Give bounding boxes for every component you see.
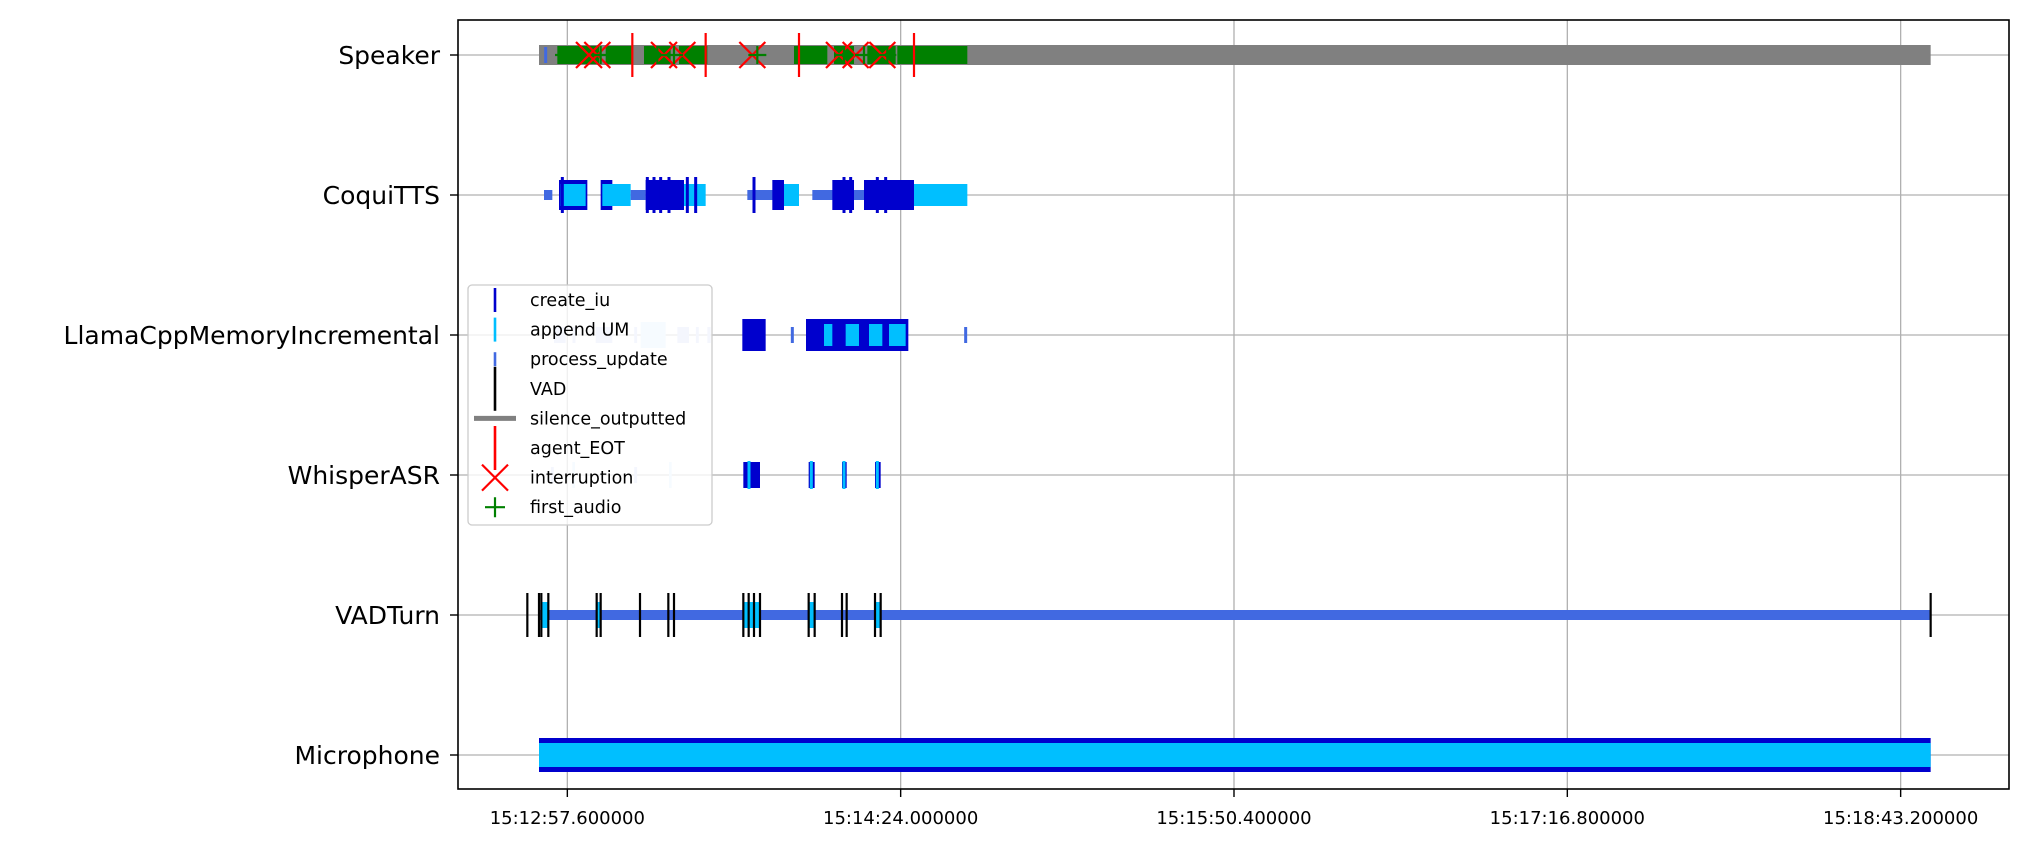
first-audio-mark <box>664 46 683 64</box>
y-tick-label: Microphone <box>294 741 440 770</box>
interval-bar <box>630 190 646 200</box>
y-tick-label: WhisperASR <box>288 461 440 490</box>
legend-label: silence_outputted <box>530 409 686 429</box>
interval-bar <box>812 190 914 200</box>
legend-label: append UM <box>530 321 629 341</box>
interruption-mark <box>575 41 603 69</box>
x-tick-label: 15:17:16.800000 <box>1490 808 1645 829</box>
interval-bar <box>845 324 859 346</box>
interval-bar <box>823 324 833 346</box>
interval-bar <box>539 45 1931 65</box>
interval-bar <box>541 602 549 628</box>
x-tick-label: 15:18:43.200000 <box>1823 808 1978 829</box>
interval-bar <box>767 45 778 65</box>
interval-bar <box>808 602 815 628</box>
first-audio-mark <box>748 46 767 64</box>
y-tick-label: Speaker <box>338 41 440 70</box>
x-axis-ticks: 15:12:57.600000 15:14:24.000000 15:15:50.4… <box>490 789 1978 829</box>
x-tick-label: 15:15:50.400000 <box>1156 808 1311 829</box>
first-audio-mark <box>555 46 573 64</box>
legend-label: VAD <box>530 380 566 400</box>
x-tick-label: 15:12:57.600000 <box>490 808 645 829</box>
interval-bar <box>783 184 799 206</box>
interval-bar <box>793 46 828 64</box>
interval-bar <box>742 319 766 351</box>
y-axis-ticks: Microphone VADTurn WhisperASR LlamaCppMemor… <box>64 41 458 770</box>
legend-label: agent_EOT <box>530 439 625 459</box>
interval-bar <box>543 190 553 200</box>
interval-bar <box>645 180 684 210</box>
interval-bar <box>605 46 633 64</box>
y-tick-label: VADTurn <box>335 601 440 630</box>
first-audio-mark <box>591 46 610 64</box>
first-audio-mark <box>878 46 897 64</box>
legend-marker <box>485 497 505 518</box>
interval-bar <box>888 324 906 346</box>
interval-bar <box>560 184 586 206</box>
interval-bar <box>596 602 601 628</box>
interval-bar <box>772 180 784 210</box>
interval-bar <box>747 190 784 200</box>
y-tick-label: LlamaCppMemoryIncremental <box>64 321 440 350</box>
legend-box <box>467 284 713 526</box>
legend-label: first_audio <box>530 498 621 518</box>
interval-bar <box>913 184 968 206</box>
interval-bar <box>874 602 881 628</box>
interval-bar <box>897 46 968 64</box>
legend-label: interruption <box>530 469 633 489</box>
interval-bar <box>539 610 1931 620</box>
first-audio-mark <box>648 46 667 64</box>
legend-label: create_iu <box>530 291 610 311</box>
legend-label: process_update <box>530 350 668 370</box>
interval-bar <box>743 602 760 628</box>
first-audio-mark <box>834 46 853 64</box>
interval-bar <box>557 46 599 64</box>
interval-bar <box>743 462 760 488</box>
x-tick-label: 15:14:24.000000 <box>823 808 978 829</box>
interval-bar <box>602 184 631 206</box>
legend-marker <box>481 463 509 492</box>
first-audio-mark <box>854 46 873 64</box>
y-tick-label: CoquiTTS <box>323 181 440 210</box>
interval-bar <box>539 743 1931 767</box>
interval-bar <box>863 180 914 210</box>
interval-bar <box>868 324 883 346</box>
